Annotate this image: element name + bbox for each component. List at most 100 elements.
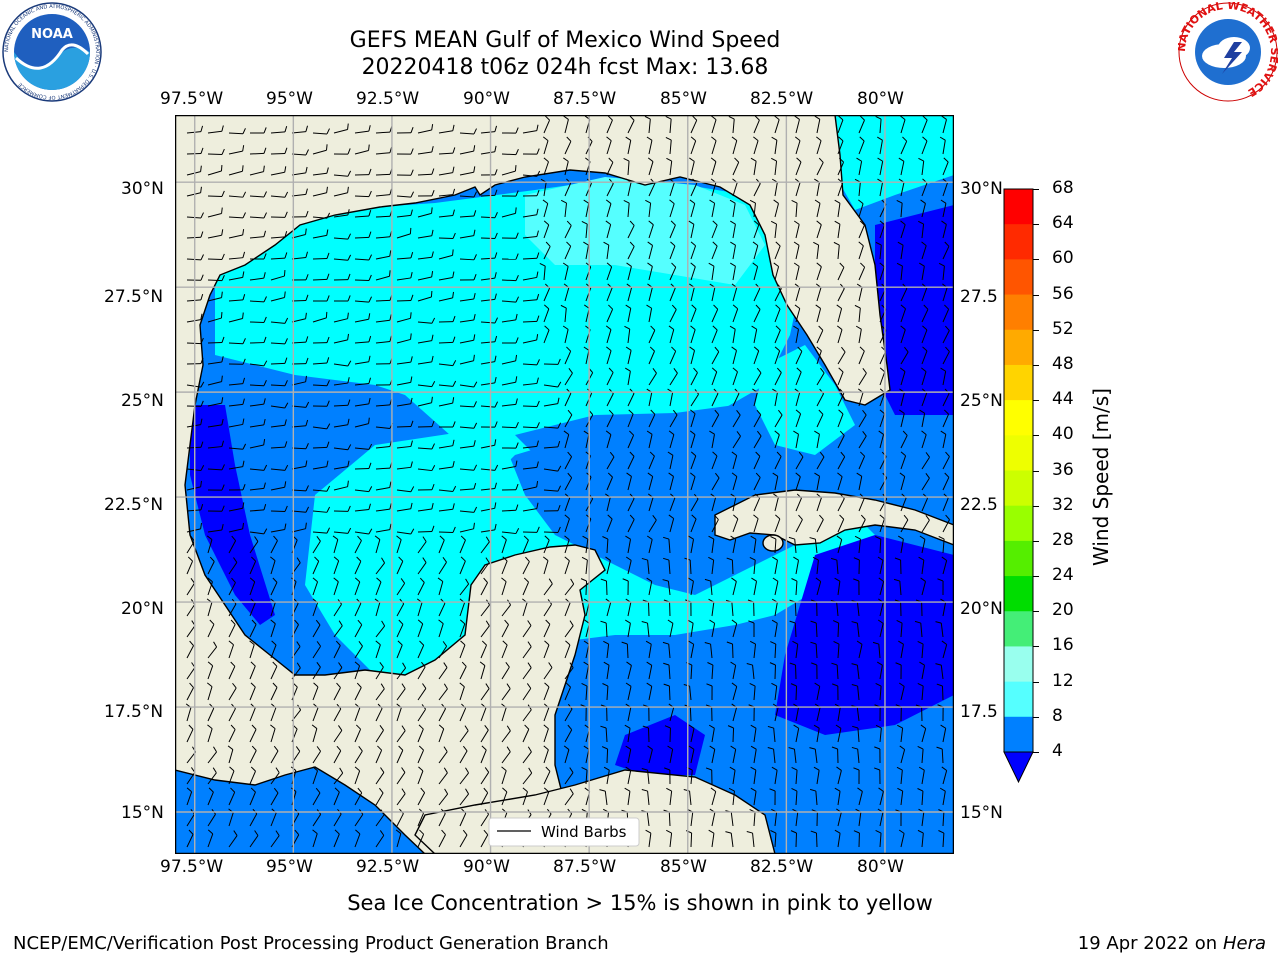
- wind-barb-flag: [368, 462, 372, 469]
- wind-barb: [375, 467, 391, 470]
- wind-barb-flag: [812, 556, 819, 561]
- wind-barb: [690, 832, 693, 848]
- wind-barb-flag: [608, 304, 613, 310]
- wind-barb-flag: [379, 830, 385, 836]
- wind-barb: [648, 330, 656, 344]
- wind-barb-flag: [557, 381, 562, 388]
- wind-barb: [564, 225, 572, 239]
- wind-barb: [732, 770, 736, 785]
- wind-barb-flag: [380, 767, 385, 773]
- wind-barb: [942, 140, 946, 155]
- wind-barb: [648, 372, 657, 386]
- colorbar-segment: [1004, 294, 1033, 331]
- wind-barb: [249, 424, 264, 428]
- wind-barb: [900, 644, 904, 659]
- wind-barb: [417, 129, 432, 134]
- wind-barb: [627, 623, 631, 638]
- wind-barb: [921, 749, 924, 764]
- wind-barb-flag: [730, 262, 736, 267]
- wind-barb-flag: [536, 208, 539, 215]
- wind-barb-flag: [525, 556, 530, 562]
- wind-barb: [669, 791, 673, 806]
- wind-barb-flag: [820, 367, 825, 374]
- wind-barb-flag: [443, 767, 448, 774]
- wind-barb: [228, 342, 244, 345]
- wind-barb-flag: [465, 578, 470, 585]
- wind-barb: [354, 509, 369, 512]
- wind-barb: [228, 150, 243, 155]
- wind-barb: [312, 814, 322, 827]
- colorbar-tick-label: 68: [1052, 178, 1074, 198]
- wind-barb-flag: [545, 619, 551, 625]
- wind-barb-flag: [347, 312, 349, 319]
- wind-barb-flag: [769, 788, 776, 792]
- wind-barb-flag: [515, 483, 519, 490]
- wind-barb-flag: [452, 439, 455, 446]
- colorbar-tick-label: 44: [1052, 389, 1074, 410]
- wind-barb-flag: [902, 430, 908, 436]
- wind-barb-flag: [473, 354, 475, 361]
- wind-barb: [501, 153, 517, 156]
- wind-barb: [816, 707, 821, 722]
- wind-barb-flag: [251, 724, 257, 730]
- wind-barb-flag: [704, 578, 711, 582]
- wind-barb: [732, 497, 737, 512]
- wind-barb: [186, 216, 202, 219]
- wind-barb-flag: [767, 747, 774, 750]
- wind-barb: [186, 171, 201, 176]
- wind-barb: [543, 403, 558, 407]
- wind-barb-flag: [731, 472, 738, 477]
- wind-barb: [606, 308, 614, 323]
- wind-barb: [942, 832, 945, 848]
- wind-barb: [942, 308, 950, 323]
- wind-barb-flag: [936, 746, 943, 750]
- wind-barb: [942, 224, 947, 239]
- wind-barb: [228, 835, 238, 848]
- wind-barb: [396, 489, 411, 493]
- wind-barb-flag: [771, 136, 778, 141]
- wind-barb-flag: [473, 210, 477, 217]
- wind-barb: [228, 666, 236, 680]
- lat-label-left-5: 17.5°N: [104, 702, 164, 722]
- wind-barb: [858, 245, 864, 260]
- wind-barb-flag: [368, 144, 370, 151]
- wind-barb-flag: [567, 472, 573, 479]
- wind-barb-flag: [494, 189, 498, 196]
- wind-barb-flag: [691, 304, 697, 310]
- wind-barb: [774, 581, 779, 596]
- wind-barb: [627, 350, 632, 365]
- wind-barb-flag: [566, 346, 572, 352]
- wind-barb: [417, 728, 424, 743]
- wind-barb-flag: [263, 482, 266, 489]
- wind-barb: [270, 687, 278, 701]
- wind-barb: [249, 300, 265, 303]
- wind-barb-flag: [557, 504, 561, 511]
- wind-barb-flag: [662, 579, 669, 582]
- wind-barb-flag: [727, 725, 734, 729]
- wind-barb: [732, 581, 737, 596]
- wind-barb-flag: [347, 233, 352, 240]
- wind-barb-flag: [452, 124, 455, 131]
- wind-barb-flag: [464, 725, 469, 731]
- wind-barb: [291, 318, 306, 323]
- wind-barb: [375, 255, 390, 260]
- wind-barb-flag: [273, 745, 279, 752]
- wind-barb: [228, 216, 244, 219]
- wind-barb: [606, 685, 609, 701]
- wind-barb-flag: [664, 725, 671, 729]
- wind-barb: [459, 132, 475, 135]
- wind-barb-flag: [570, 578, 575, 585]
- wind-barb-flag: [557, 358, 561, 365]
- wind-barb: [837, 498, 845, 512]
- wind-barb-flag: [221, 418, 224, 426]
- wind-barb: [604, 791, 608, 806]
- wind-barb: [375, 602, 381, 617]
- wind-barb: [816, 770, 820, 785]
- wind-barb: [942, 497, 949, 512]
- wind-barb: [228, 687, 237, 701]
- wind-barb: [480, 792, 489, 806]
- wind-barb-flag: [689, 199, 696, 204]
- wind-barb-flag: [284, 441, 288, 448]
- wind-barb-flag: [917, 829, 924, 834]
- wind-barb: [858, 350, 865, 365]
